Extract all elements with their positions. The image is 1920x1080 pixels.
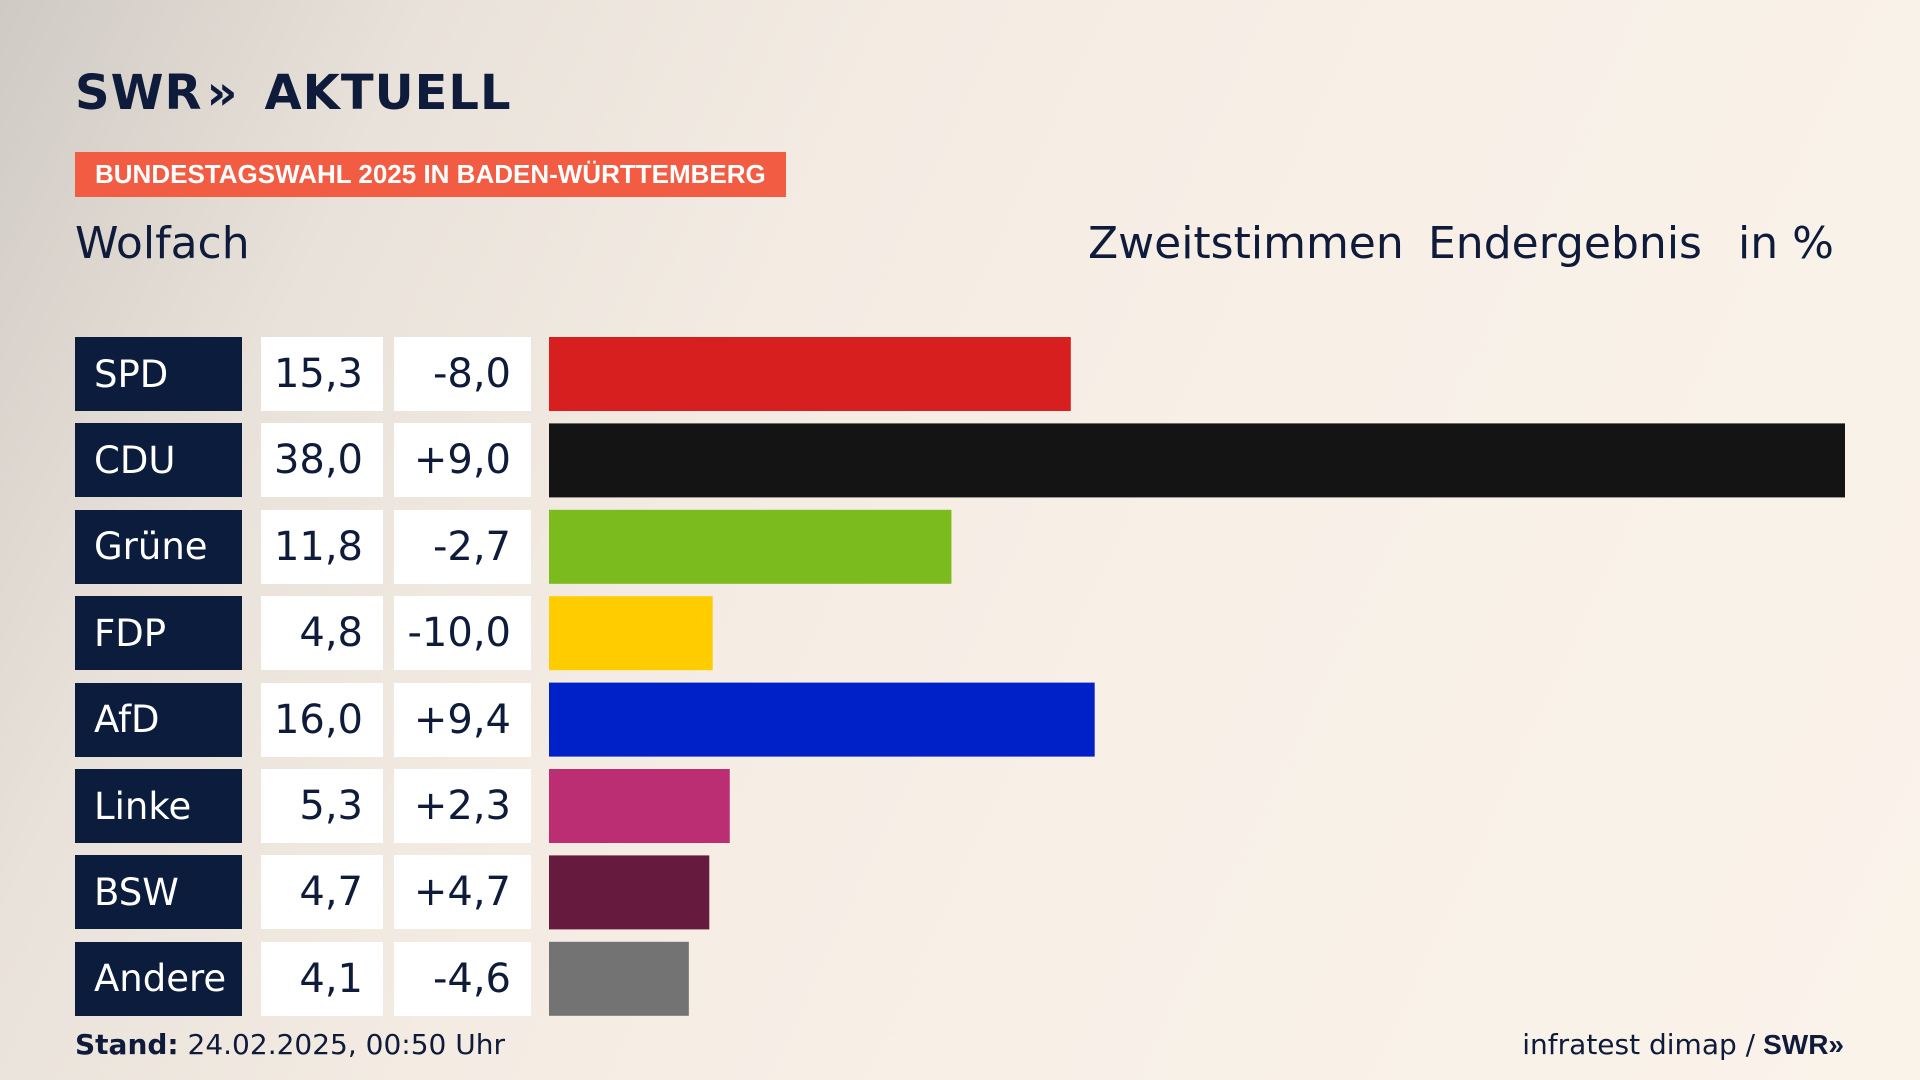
party-diff: +4,7 <box>394 855 531 930</box>
party-diff: -10,0 <box>394 596 531 671</box>
party-diff: -8,0 <box>394 337 531 411</box>
party-diff: +9,4 <box>394 682 531 757</box>
election-banner: BUNDESTAGSWAHL 2025 IN BADEN-WÜRTTEMBERG <box>75 152 786 197</box>
bar-cdu <box>549 423 1845 498</box>
party-diff: +2,3 <box>394 769 531 843</box>
party-value: 4,7 <box>261 855 383 930</box>
bar-fdp <box>549 596 713 671</box>
source-chevron-icon: » <box>1828 1028 1844 1060</box>
logo-aktuell: AKTUELL <box>264 65 512 121</box>
unit-header: in % <box>1738 218 1834 269</box>
source-credit: infratest dimap / SWR» <box>1522 1028 1844 1061</box>
party-value: 4,1 <box>261 941 383 1016</box>
bar-andere <box>549 941 689 1016</box>
party-label: Linke <box>75 769 242 843</box>
party-label: AfD <box>75 682 242 757</box>
party-value: 4,8 <box>261 596 383 671</box>
bar-linke <box>549 769 730 843</box>
status-header: Endergebnis <box>1428 218 1702 269</box>
source-text: infratest dimap / <box>1522 1028 1756 1061</box>
bar-grüne <box>549 509 952 584</box>
party-value: 11,8 <box>261 509 383 584</box>
party-label: FDP <box>75 596 242 671</box>
source-swr-logo: SWR» <box>1763 1029 1844 1061</box>
party-label: CDU <box>75 423 242 498</box>
party-value: 38,0 <box>261 423 383 498</box>
logo-swr: SWR <box>75 65 203 121</box>
bar-bsw <box>549 855 710 930</box>
swr-aktuell-logo: SWR» AKTUELL <box>75 65 512 121</box>
bar-spd <box>549 337 1071 411</box>
logo-chevron-icon: » <box>206 65 239 121</box>
source-swr-text: SWR <box>1763 1028 1829 1060</box>
party-diff: +9,0 <box>394 423 531 498</box>
party-diff: -4,6 <box>394 941 531 1016</box>
party-value: 15,3 <box>261 337 383 411</box>
party-diff: -2,7 <box>394 509 531 584</box>
vote-type-header: Zweitstimmen <box>1088 218 1404 269</box>
party-value: 16,0 <box>261 682 383 757</box>
party-label: BSW <box>75 855 242 930</box>
party-label: Andere <box>75 941 242 1016</box>
stand-value: 24.02.2025, 00:50 Uhr <box>187 1028 505 1061</box>
party-label: Grüne <box>75 509 242 584</box>
party-label: SPD <box>75 337 242 411</box>
place-title: Wolfach <box>75 218 250 269</box>
bar-afd <box>549 682 1095 757</box>
stand-label: Stand: <box>75 1028 179 1061</box>
timestamp: Stand: 24.02.2025, 00:50 Uhr <box>75 1028 505 1061</box>
party-value: 5,3 <box>261 769 383 843</box>
